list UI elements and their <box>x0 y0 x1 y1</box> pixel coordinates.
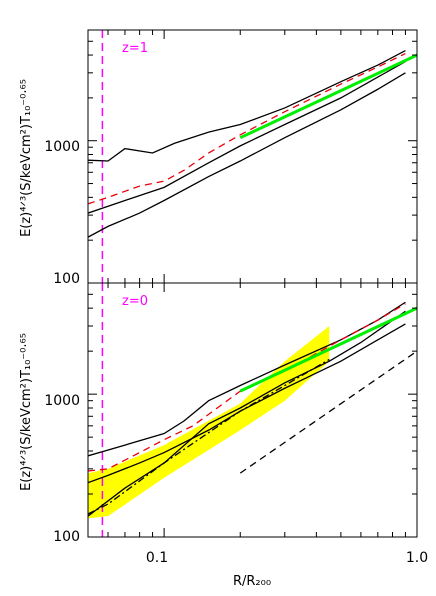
panel-frame <box>87 29 418 284</box>
series-line-median <box>88 52 406 205</box>
panel-frame <box>87 282 418 538</box>
series-line-upper <box>88 50 406 162</box>
y-tick-label: 100 <box>53 529 80 545</box>
series-line-middle <box>88 310 406 517</box>
series-line-baseline <box>239 306 417 393</box>
series-line-median <box>88 303 406 472</box>
x-tick-labels: 0.1 1.0 <box>146 550 428 566</box>
y-tick-labels: 1000 100 1000 100 <box>44 139 80 545</box>
x-tick-label: 0.1 <box>146 550 168 566</box>
series-line-dash-dot <box>88 358 330 515</box>
observed-scatter-band <box>88 326 330 519</box>
series-line-lower <box>88 72 406 238</box>
x-tick-label: 1.0 <box>406 550 428 566</box>
y-axis-title-top: E(z)⁴ᐟ³(S/keVcm²)T₁₀⁻⁰·⁶⁵ <box>19 79 34 237</box>
y-tick-label: 1000 <box>44 139 80 155</box>
series-line-middle <box>88 60 406 214</box>
x-axis-title: R/R₂₀₀ <box>233 574 271 589</box>
series-line-lower <box>88 323 406 484</box>
plot-area <box>88 283 417 537</box>
y-tick-label: 100 <box>53 271 80 287</box>
panel-redshift-label: z=1 <box>122 41 148 56</box>
series-line-baseline <box>239 53 417 140</box>
panel-bottom: z=0 <box>87 282 418 538</box>
series-line-upper <box>88 301 406 457</box>
y-axis-title-bottom: E(z)⁴ᐟ³(S/keVcm²)T₁₀⁻⁰·⁶⁵ <box>19 333 34 491</box>
panel-redshift-label: z=0 <box>122 294 148 309</box>
panel-top: z=1 <box>87 29 418 284</box>
plot-area <box>88 30 417 283</box>
y-tick-label: 1000 <box>44 393 80 409</box>
